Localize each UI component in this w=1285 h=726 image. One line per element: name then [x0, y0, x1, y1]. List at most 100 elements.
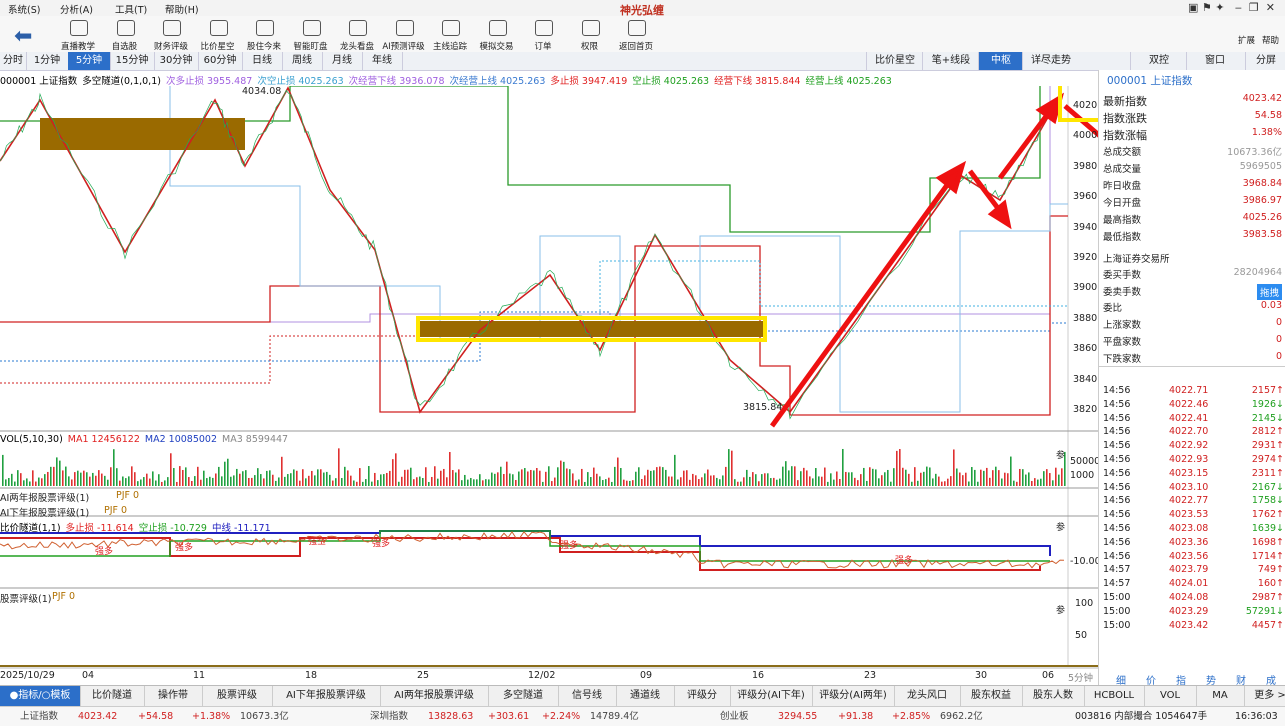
indicator-tab[interactable]: 比价隧道 [80, 686, 145, 706]
indicator-tab[interactable]: 龙头风口 [894, 686, 961, 706]
period-tab[interactable]: 30分钟 [154, 52, 199, 70]
indicator-tab[interactable]: 股东权益 [960, 686, 1023, 706]
menu-item[interactable]: 帮助(H) [165, 5, 199, 16]
volume-bar [848, 472, 850, 486]
menu-item[interactable]: 工具(T) [115, 5, 148, 16]
indicator-tab[interactable]: 操作带 [144, 686, 203, 706]
indicator-tab[interactable]: 多空隧道 [488, 686, 559, 706]
toolbar-button[interactable]: 股住今来 [246, 42, 281, 52]
volume-bar [485, 479, 487, 486]
volume-bar [308, 475, 310, 486]
view-tab[interactable]: 窗口 [1186, 52, 1243, 70]
toolbar-button[interactable]: 比价星空 [200, 42, 235, 52]
toolbar-button[interactable]: 权限 [580, 42, 598, 52]
indicator-tab[interactable]: 评级分(AI下年) [730, 686, 813, 706]
volume-bar [821, 476, 823, 486]
view-tab[interactable]: 中枢 [978, 52, 1023, 70]
indicator-tab[interactable]: 评级分(AI两年) [812, 686, 895, 706]
panel-option[interactable]: 参 [1056, 606, 1066, 616]
indicator-tab[interactable]: AI下年报股票评级 [272, 686, 381, 706]
tick-time: 14:56 [1103, 509, 1131, 521]
toolbar-button[interactable]: 扩展 [1238, 36, 1256, 46]
menu-item[interactable]: 分析(A) [60, 5, 93, 16]
volume-bar [602, 480, 604, 486]
indicator-tab[interactable]: 股东人数 [1022, 686, 1085, 706]
volume-bar [311, 470, 313, 486]
volume-bar [827, 481, 829, 486]
tick-time: 14:57 [1103, 564, 1131, 576]
panel-option[interactable]: 参 [1056, 451, 1066, 461]
side-tab[interactable]: 财 [1236, 676, 1246, 687]
period-tab[interactable]: 年线 [362, 52, 403, 70]
indicator-tab[interactable]: VOL [1144, 686, 1197, 706]
period-tab[interactable]: 日线 [242, 52, 283, 70]
volume-bar [62, 470, 64, 486]
legend-item: 多止损 3947.419 [550, 76, 628, 87]
volume-bar [296, 470, 298, 486]
view-tab[interactable]: 分屏 [1245, 52, 1285, 70]
toolbar-button[interactable]: 直播教学 [60, 42, 95, 52]
side-tab[interactable]: 成 [1266, 676, 1276, 687]
indicator-tab[interactable]: MA [1196, 686, 1245, 706]
indicator-tab[interactable]: 信号线 [558, 686, 617, 706]
volume-bar [506, 461, 508, 486]
toolbar-button[interactable]: 智能盯盘 [293, 42, 328, 52]
volume-bar [686, 470, 688, 486]
indicator-tab[interactable]: ●指标/○模板 [0, 686, 81, 706]
volume-bar [335, 478, 337, 486]
period-tab[interactable]: 分时 [0, 52, 27, 70]
volume-bar [515, 480, 517, 486]
window-controls[interactable]: ▣ ⚑ ✦ ‒ ❐ ✕ [1187, 1, 1275, 14]
toolbar-button[interactable]: 帮助 [1262, 36, 1280, 46]
menu-item[interactable]: 系统(S) [8, 5, 41, 16]
quote-value[interactable]: 拖拽 [1256, 283, 1282, 300]
volume-bar [218, 466, 220, 486]
toolbar-button[interactable]: AI预测评级 [382, 42, 425, 52]
indicator-tab[interactable]: 更多 > [1244, 686, 1285, 706]
view-tab[interactable]: 详尽走势 [1022, 52, 1079, 70]
status-field: +1.38% [192, 711, 231, 722]
panel-option[interactable]: 参 [1056, 523, 1066, 533]
volume-bar [251, 477, 253, 486]
toolbar-button[interactable]: 订单 [534, 42, 552, 52]
back-button[interactable]: ⬅ [14, 24, 33, 49]
indicator-tab[interactable]: AI两年报股票评级 [380, 686, 489, 706]
tick-price: 4023.36 [1169, 536, 1209, 548]
volume-bar [740, 481, 742, 486]
indicator-tab[interactable]: 通道线 [616, 686, 675, 706]
volume-bar [854, 477, 856, 486]
volume-bar [548, 466, 550, 486]
volume-bar [443, 468, 445, 486]
toolbar-button[interactable]: 财务评级 [153, 42, 188, 52]
indicator-tab[interactable]: 股票评级 [202, 686, 273, 706]
tick-time: 14:56 [1103, 481, 1131, 493]
toolbar-button[interactable]: 主线追踪 [432, 42, 467, 52]
status-field: 14789.4亿 [590, 711, 639, 722]
view-tab[interactable]: 双控 [1130, 52, 1187, 70]
quote-label: 指数涨跌 [1103, 112, 1147, 125]
period-tab[interactable]: 周线 [282, 52, 323, 70]
side-tab[interactable]: 指 [1176, 676, 1186, 687]
indicator-tab[interactable]: HCBOLL [1084, 686, 1145, 706]
volume-bar [644, 475, 646, 486]
side-tab[interactable]: 势 [1206, 676, 1216, 687]
side-tab[interactable]: 价 [1146, 676, 1156, 687]
view-tab[interactable]: 比价星空 [866, 52, 923, 70]
volume-bar [803, 467, 805, 486]
period-tab[interactable]: 60分钟 [198, 52, 243, 70]
toolbar-button[interactable]: 龙头看盘 [339, 42, 374, 52]
period-tab[interactable]: 5分钟 [68, 52, 111, 70]
side-tab[interactable]: 细 [1116, 676, 1126, 687]
volume-bar [17, 470, 19, 486]
indicator-tab[interactable]: 评级分 [674, 686, 731, 706]
volume-bar [125, 478, 127, 486]
toolbar-button[interactable]: 模拟交易 [479, 42, 514, 52]
toolbar-button[interactable]: 返回首页 [618, 42, 653, 52]
toolbar-button[interactable]: 自选股 [111, 42, 138, 52]
volume-bar [161, 481, 163, 486]
volume-bar [323, 472, 325, 486]
period-tab[interactable]: 15分钟 [110, 52, 155, 70]
volume-bar [170, 453, 172, 486]
view-tab[interactable]: 笔+线段 [922, 52, 979, 70]
period-tab[interactable]: 月线 [322, 52, 363, 70]
